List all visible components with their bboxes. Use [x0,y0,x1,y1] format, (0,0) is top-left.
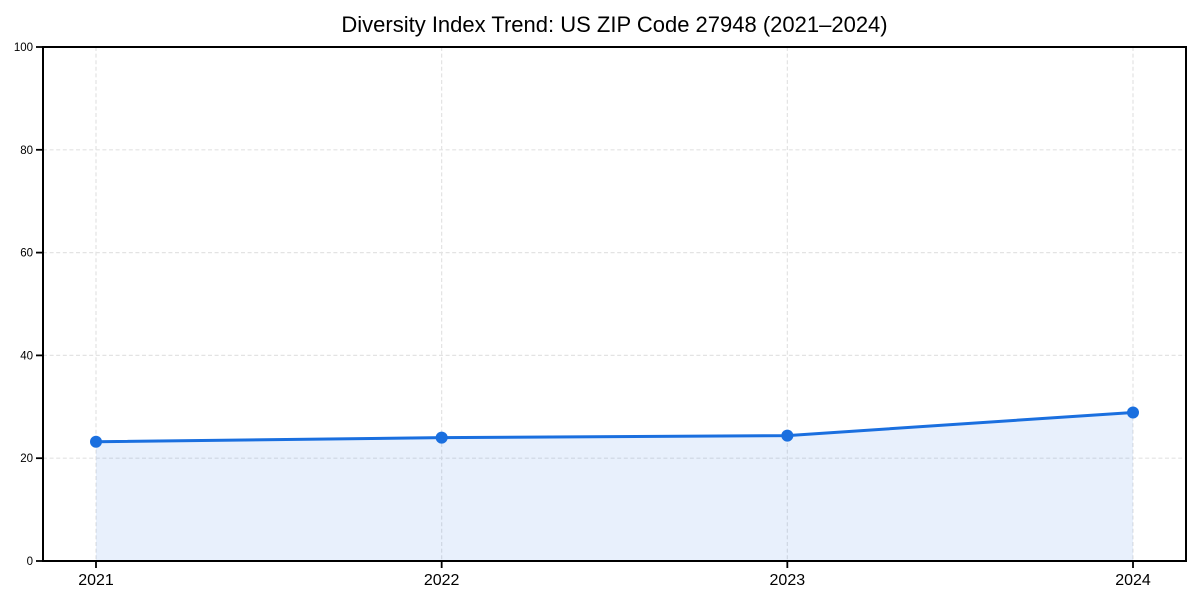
x-axis-tick-label: 2024 [1115,572,1151,589]
y-axis-tick-label: 100 [14,42,33,54]
area-fill [96,412,1133,561]
y-axis-tick-label: 60 [20,248,33,260]
y-axis-tick-label: 20 [20,453,33,465]
data-point [1127,406,1139,419]
chart-title: Diversity Index Trend: US ZIP Code 27948… [341,12,888,37]
x-axis-tick-label: 2022 [424,572,460,589]
y-axis-tick-label: 80 [20,145,33,157]
data-point [90,435,102,448]
x-axis-tick-label: 2021 [78,572,114,589]
trend-line [94,410,1135,444]
plot-frame [42,46,1187,562]
y-axis-tick-label: 0 [27,556,33,568]
x-axis-tick-label: 2023 [770,572,806,589]
data-point [435,431,448,444]
data-point [781,429,794,442]
y-axis-tick-label: 40 [20,350,33,362]
